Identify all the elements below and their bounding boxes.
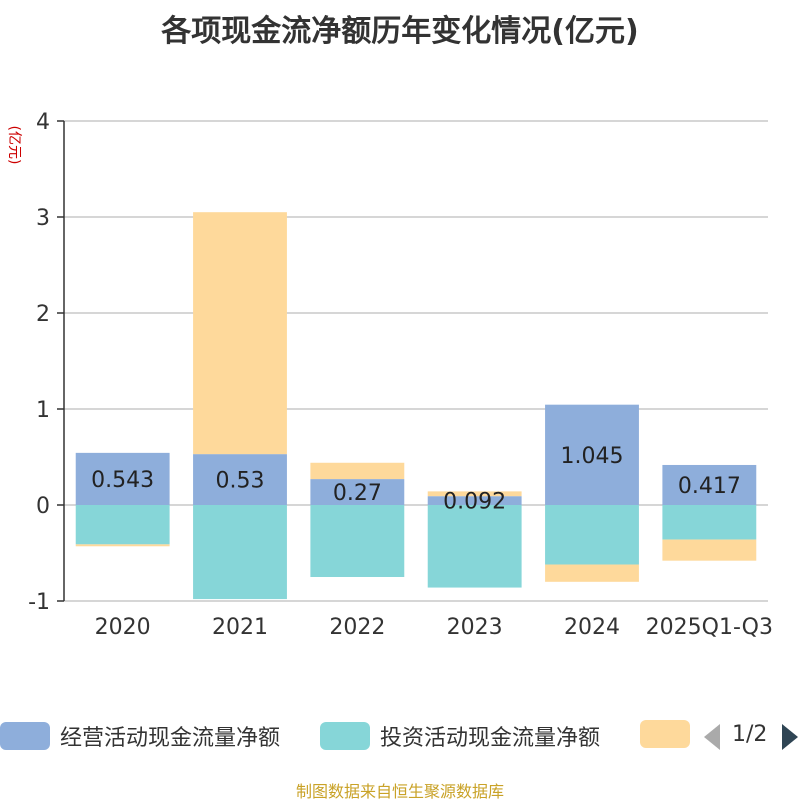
legend-label-operating: 经营活动现金流量净额 <box>60 726 281 751</box>
bar-segment <box>193 212 287 455</box>
x-tick-label: 2021 <box>212 615 268 640</box>
bar-segment <box>545 404 639 505</box>
data-label: 0.53 <box>216 469 265 494</box>
bar-segment <box>427 505 522 588</box>
bar-segment <box>662 539 757 561</box>
data-label: 0.417 <box>678 474 741 499</box>
legend-pager: 1/2 <box>700 720 800 752</box>
y-tick-label: 1 <box>36 398 50 423</box>
bar-segment <box>75 505 170 545</box>
y-tick-label: 3 <box>36 206 50 231</box>
data-label: 1.045 <box>561 444 624 469</box>
bar-segment <box>662 505 757 540</box>
x-tick-label: 2022 <box>329 615 385 640</box>
legend-item-operating[interactable]: 经营活动现金流量净额 <box>0 720 280 752</box>
bar-segment <box>545 564 639 582</box>
legend-label-investing: 投资活动现金流量净额 <box>380 726 601 751</box>
data-label: 0.27 <box>333 481 382 506</box>
x-tick-label: 2025Q1-Q3 <box>646 615 773 640</box>
y-tick-label: 2 <box>36 302 50 327</box>
y-axis-label: (亿元) <box>6 126 22 165</box>
bar-segment <box>545 505 639 565</box>
legend-swatch-operating <box>0 722 50 750</box>
y-tick-label: 4 <box>36 110 50 135</box>
data-label: 0.092 <box>443 490 506 515</box>
legend-swatch-investing <box>320 722 370 750</box>
bar-segment <box>427 491 522 497</box>
bar-segment <box>427 496 522 505</box>
bar-segment <box>193 454 287 505</box>
x-tick-label: 2023 <box>447 615 503 640</box>
axes-layer: 4 3 2 1 0 -1 2020 2021 2022 2023 2024 2025Q1-Q3 <box>28 110 773 640</box>
bars-layer <box>75 212 757 600</box>
y-tick-label: -1 <box>28 590 50 615</box>
source-note: 制图数据来自恒生聚源数据库 <box>295 782 504 801</box>
x-tick-label: 2020 <box>95 615 151 640</box>
chart-title: 各项现金流净额历年变化情况(亿元) <box>161 14 639 49</box>
bar-segment <box>75 452 170 505</box>
bar-segment <box>193 505 287 600</box>
bar-segment <box>662 464 757 505</box>
page-indicator: 1/2 <box>732 722 768 747</box>
next-page-icon[interactable] <box>782 724 798 750</box>
prev-page-icon[interactable] <box>704 724 720 750</box>
grid-lines <box>64 120 768 602</box>
y-tick-label: 0 <box>36 494 50 519</box>
bar-segment <box>310 479 405 505</box>
x-tick-label: 2024 <box>564 615 620 640</box>
bar-segment <box>310 462 405 480</box>
legend-item-investing[interactable]: 投资活动现金流量净额 <box>320 720 600 752</box>
legend-swatch-financing <box>640 720 690 748</box>
legend: 经营活动现金流量净额 投资活动现金流量净额 1/2 <box>0 716 800 756</box>
data-labels-layer: 0.543 0.53 0.27 0.092 1.045 0.417 <box>91 444 741 515</box>
data-label: 0.543 <box>91 468 154 493</box>
bar-segment <box>310 505 405 577</box>
bar-segment <box>75 544 170 547</box>
legend-item-financing[interactable] <box>640 720 700 748</box>
